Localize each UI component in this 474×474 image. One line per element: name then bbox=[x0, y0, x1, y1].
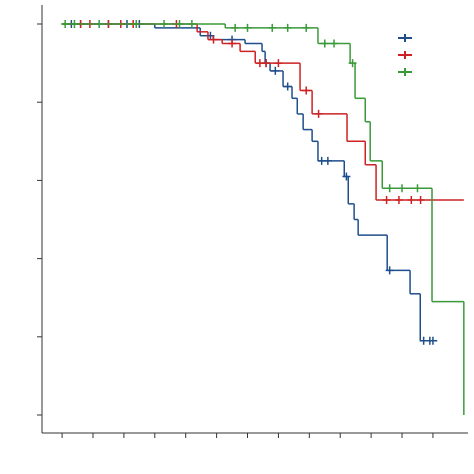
censor-mark bbox=[95, 20, 104, 28]
censor-mark bbox=[348, 59, 357, 68]
censor-mark bbox=[407, 195, 416, 204]
censor-mark bbox=[283, 82, 292, 91]
censor-mark bbox=[382, 195, 391, 204]
censor-mark bbox=[132, 20, 141, 28]
censor-mark bbox=[385, 266, 394, 275]
legend-symbol bbox=[398, 51, 412, 59]
censor-mark bbox=[268, 23, 277, 32]
censor-mark bbox=[175, 20, 184, 28]
censor-mark bbox=[209, 35, 218, 44]
censor-mark bbox=[385, 184, 394, 193]
censor-mark bbox=[320, 39, 329, 48]
censor-mark bbox=[243, 23, 252, 32]
censor-mark bbox=[302, 86, 311, 95]
censor-mark bbox=[283, 23, 292, 32]
censor-mark bbox=[394, 195, 403, 204]
censor-mark bbox=[228, 39, 237, 48]
censor-mark bbox=[231, 23, 240, 32]
censor-mark bbox=[262, 59, 271, 68]
censor-mark bbox=[413, 184, 422, 193]
censor-mark bbox=[323, 156, 332, 165]
censor-mark bbox=[398, 184, 407, 193]
censor-mark bbox=[61, 20, 70, 28]
censor-mark bbox=[274, 59, 283, 68]
legend-symbol bbox=[398, 34, 412, 42]
censor-mark bbox=[416, 195, 425, 204]
censor-mark bbox=[342, 172, 351, 181]
censor-mark bbox=[187, 20, 196, 28]
censor-mark bbox=[271, 66, 280, 75]
censor-mark bbox=[302, 23, 311, 32]
censor-mark bbox=[160, 20, 169, 28]
legend-symbol bbox=[398, 68, 412, 76]
censor-mark bbox=[330, 39, 339, 48]
censor-mark bbox=[314, 109, 323, 118]
censor-mark bbox=[70, 20, 79, 28]
censor-mark bbox=[428, 336, 437, 345]
